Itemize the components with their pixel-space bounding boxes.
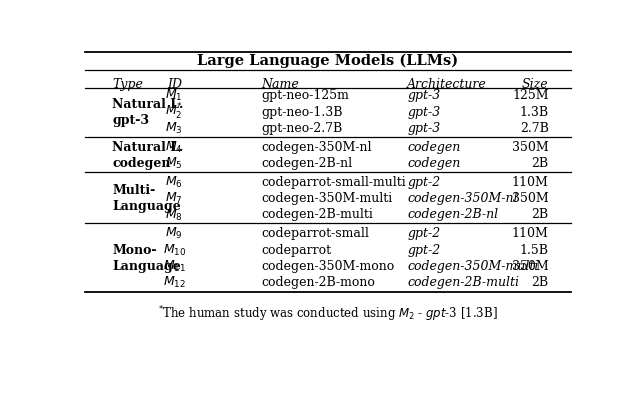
Text: $M_{3}$: $M_{3}$	[165, 121, 183, 136]
Text: codegen-2B-nl: codegen-2B-nl	[261, 157, 352, 170]
Text: $M_{7}$: $M_{7}$	[165, 191, 183, 206]
Text: codegen-2B-multi: codegen-2B-multi	[408, 276, 520, 289]
Text: codeparrot-small: codeparrot-small	[261, 227, 369, 240]
Text: codegen-2B-multi: codegen-2B-multi	[261, 209, 373, 221]
Text: codegen-350M-nl: codegen-350M-nl	[261, 141, 372, 154]
Text: 110M: 110M	[512, 227, 548, 240]
Text: Natural L.
codegen: Natural L. codegen	[112, 141, 184, 170]
Text: codegen-350M-multi: codegen-350M-multi	[261, 192, 392, 205]
Text: codegen-350M-nl: codegen-350M-nl	[408, 192, 518, 205]
Text: gpt-neo-1.3B: gpt-neo-1.3B	[261, 106, 342, 119]
Text: gpt-3: gpt-3	[408, 89, 440, 103]
Text: gpt-2: gpt-2	[408, 176, 440, 189]
Text: 350M: 350M	[512, 141, 548, 154]
Text: Size: Size	[522, 78, 548, 91]
Text: Architecture: Architecture	[408, 78, 487, 91]
Text: codegen: codegen	[408, 157, 461, 170]
Text: $M_{5}$: $M_{5}$	[165, 156, 183, 171]
Text: 2B: 2B	[532, 209, 548, 221]
Text: codegen-350M-mono: codegen-350M-mono	[261, 260, 394, 273]
Text: 350M: 350M	[512, 260, 548, 273]
Text: gpt-neo-125m: gpt-neo-125m	[261, 89, 349, 103]
Text: $M_{4}$: $M_{4}$	[165, 140, 183, 155]
Text: 2B: 2B	[532, 157, 548, 170]
Text: $M_{8}$: $M_{8}$	[165, 208, 183, 223]
Text: $M_{2}^{*}$: $M_{2}^{*}$	[165, 102, 183, 122]
Text: gpt-neo-2.7B: gpt-neo-2.7B	[261, 122, 342, 135]
Text: codegen-2B-mono: codegen-2B-mono	[261, 276, 375, 289]
Text: $M_{9}$: $M_{9}$	[165, 226, 183, 241]
Text: codegen-2B-nl: codegen-2B-nl	[408, 209, 499, 221]
Text: codegen-350M-multi: codegen-350M-multi	[408, 260, 539, 273]
Text: $M_{10}$: $M_{10}$	[163, 242, 186, 258]
Text: $M_{6}$: $M_{6}$	[165, 175, 183, 190]
Text: $M_{12}$: $M_{12}$	[163, 275, 186, 290]
Text: 1.3B: 1.3B	[520, 106, 548, 119]
Text: codeparrot: codeparrot	[261, 244, 331, 257]
Text: Type: Type	[112, 78, 143, 91]
Text: $M_{1}$: $M_{1}$	[166, 88, 183, 103]
Text: 2B: 2B	[532, 276, 548, 289]
Text: Mono-
Language: Mono- Language	[112, 244, 181, 273]
Text: 125M: 125M	[512, 89, 548, 103]
Text: 350M: 350M	[512, 192, 548, 205]
Text: 2.7B: 2.7B	[520, 122, 548, 135]
Text: gpt-2: gpt-2	[408, 244, 440, 257]
Text: Name: Name	[261, 78, 299, 91]
Text: gpt-2: gpt-2	[408, 227, 440, 240]
Text: 1.5B: 1.5B	[520, 244, 548, 257]
Text: Multi-
Language: Multi- Language	[112, 184, 181, 213]
Text: 110M: 110M	[512, 176, 548, 189]
Text: gpt-3: gpt-3	[408, 106, 440, 119]
Text: codeparrot-small-multi: codeparrot-small-multi	[261, 176, 406, 189]
Text: ID: ID	[167, 78, 182, 91]
Text: codegen: codegen	[408, 141, 461, 154]
Text: $M_{11}$: $M_{11}$	[163, 259, 186, 274]
Text: $^{*}$The human study was conducted using $M_2$ - $\mathit{gpt}$-3 [1.3B]: $^{*}$The human study was conducted usin…	[158, 304, 498, 324]
Text: gpt-3: gpt-3	[408, 122, 440, 135]
Text: Large Language Models (LLMs): Large Language Models (LLMs)	[197, 53, 459, 68]
Text: Natural L.
gpt-3: Natural L. gpt-3	[112, 98, 184, 127]
